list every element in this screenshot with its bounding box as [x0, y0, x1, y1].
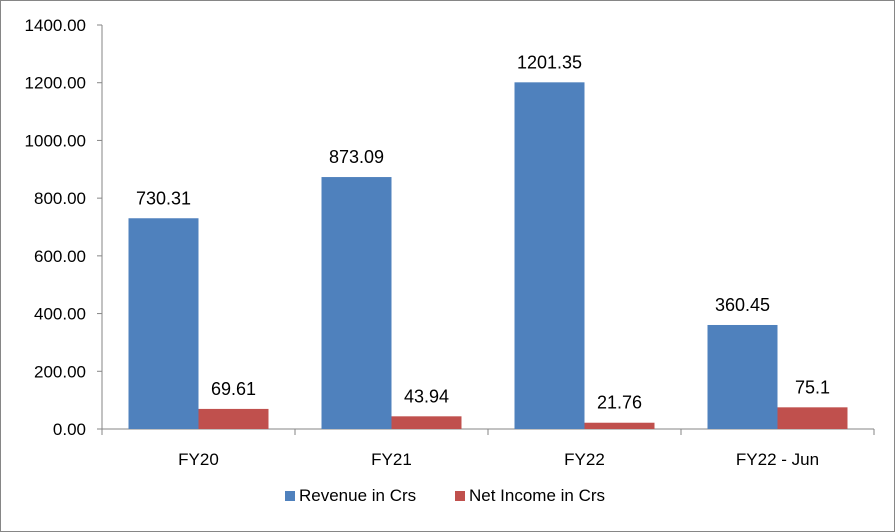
y-tick-label: 400.00 [34, 305, 86, 324]
x-category-label: FY22 - Jun [736, 450, 819, 469]
bar-revenue [128, 218, 199, 429]
bar-revenue [514, 82, 585, 430]
legend-label: Revenue in Crs [299, 486, 416, 505]
data-label: 69.61 [211, 379, 256, 399]
y-tick-label: 1400.00 [25, 16, 86, 35]
x-category-label: FY21 [371, 450, 412, 469]
y-tick-label: 200.00 [34, 362, 86, 381]
x-category-label: FY20 [178, 450, 219, 469]
legend-swatch [455, 491, 465, 501]
legend-swatch [285, 491, 295, 501]
y-tick-label: 1000.00 [25, 131, 86, 150]
bar-net-income [777, 407, 848, 429]
data-label: 873.09 [329, 147, 384, 167]
data-label: 75.1 [795, 377, 830, 397]
data-label: 43.94 [404, 386, 449, 406]
x-category-label: FY22 [564, 450, 605, 469]
x-axis: FY20 FY21 FY22 FY22 - Jun [101, 428, 875, 469]
bar-net-income [584, 422, 655, 429]
bar-net-income [391, 416, 462, 429]
legend: Revenue in Crs Net Income in Crs [285, 486, 605, 505]
y-axis: 0.00 200.00 400.00 600.00 800.00 1000.00 1200.… [25, 16, 103, 439]
y-tick-label: 0.00 [53, 420, 86, 439]
legend-label: Net Income in Crs [469, 486, 605, 505]
data-label: 360.45 [715, 295, 770, 315]
y-tick-label: 1200.00 [25, 74, 86, 93]
bars-group [128, 82, 848, 430]
y-tick-label: 800.00 [34, 189, 86, 208]
y-tick-label: 600.00 [34, 247, 86, 266]
data-label: 730.31 [136, 188, 191, 208]
data-label: 21.76 [597, 393, 642, 413]
data-label: 1201.35 [517, 52, 582, 72]
bar-net-income [198, 408, 269, 429]
data-labels-group: 730.31 873.09 1201.35 360.45 69.61 43.94 21.76… [136, 52, 830, 412]
bar-revenue [707, 324, 778, 429]
bar-revenue [321, 177, 392, 429]
